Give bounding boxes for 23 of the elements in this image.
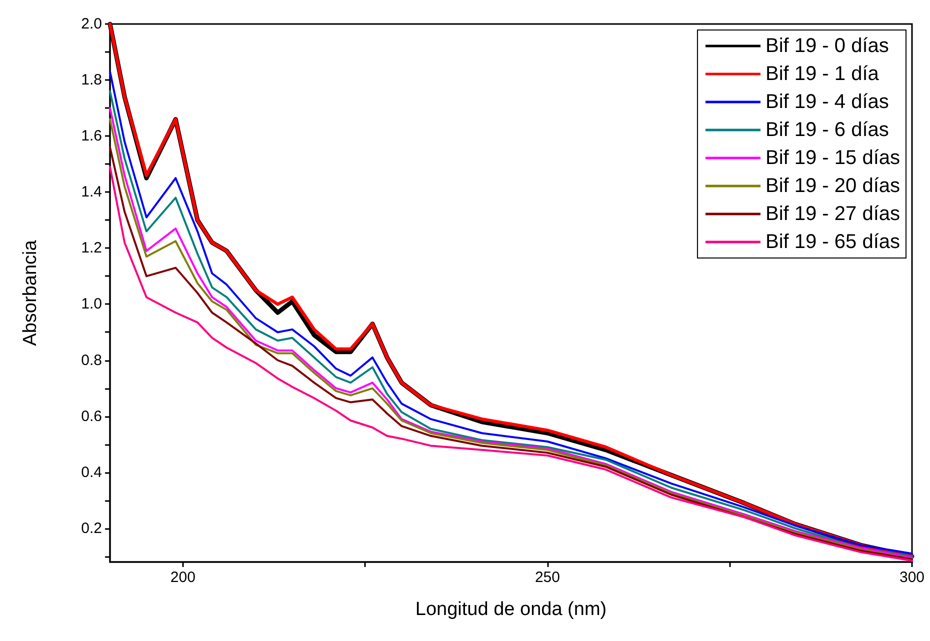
legend-label: Bif 19 - 4 días (765, 91, 889, 113)
legend-label: Bif 19 - 6 días (765, 119, 889, 141)
x-tick-label: 250 (534, 569, 560, 586)
y-tick-label: 1.4 (81, 184, 102, 201)
legend-label: Bif 19 - 0 días (765, 35, 889, 57)
y-tick-label: 1.8 (81, 72, 102, 89)
legend-label: Bif 19 - 27 días (765, 203, 900, 225)
legend-label: Bif 19 - 1 día (765, 63, 880, 85)
x-tick-label: 200 (170, 569, 196, 586)
y-axis-title: Absorbancia (20, 240, 41, 346)
y-tick-label: 1.0 (81, 296, 102, 313)
y-tick-label: 0.8 (81, 352, 102, 369)
y-tick-label: 1.6 (81, 128, 102, 145)
y-tick-label: 0.2 (81, 520, 102, 537)
legend-label: Bif 19 - 65 días (765, 231, 900, 253)
x-axis-title: Longitud de onda (nm) (415, 599, 607, 620)
y-tick-label: 0.6 (81, 408, 102, 425)
y-tick-label: 0.4 (81, 464, 102, 481)
y-tick-label: 2.0 (81, 16, 102, 32)
x-tick-label: 300 (899, 569, 925, 586)
legend-label: Bif 19 - 20 días (765, 175, 900, 197)
legend-label: Bif 19 - 15 días (765, 147, 900, 169)
y-tick-label: 1.2 (81, 240, 102, 257)
